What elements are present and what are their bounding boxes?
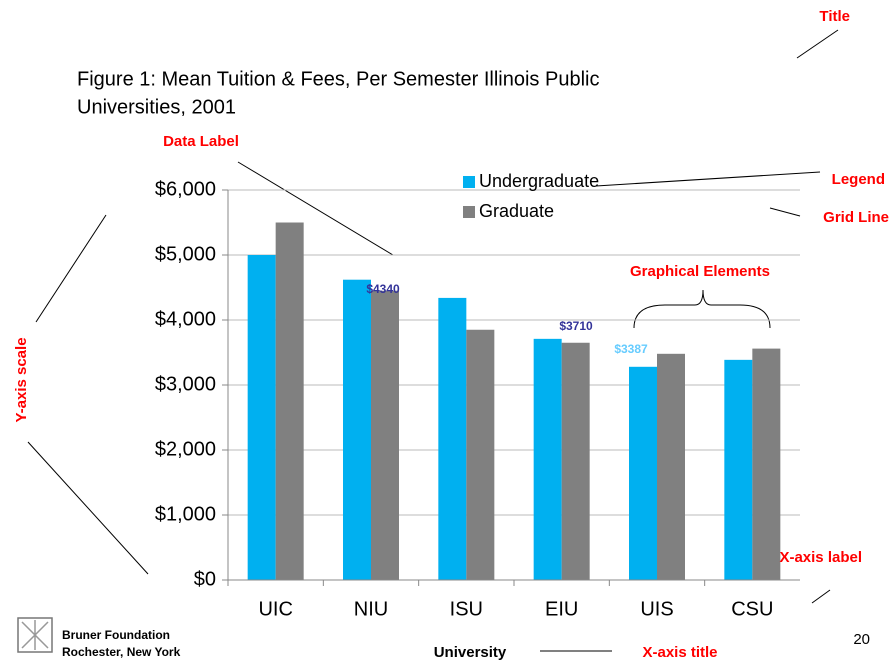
bar bbox=[247, 255, 276, 580]
logo bbox=[17, 617, 53, 653]
chart-title-line: Universities, 2001 bbox=[77, 96, 236, 118]
y-tick-label: $3,000 bbox=[155, 373, 216, 395]
y-tick-label: $1,000 bbox=[155, 503, 216, 525]
legend-swatch bbox=[463, 206, 475, 218]
data-label: $3387 bbox=[614, 342, 648, 356]
callout: X-axis title bbox=[642, 644, 717, 661]
legend-label: Graduate bbox=[479, 201, 554, 221]
callout: Graphical Elements bbox=[630, 263, 770, 280]
data-label: $3710 bbox=[559, 319, 593, 333]
bar bbox=[752, 348, 781, 580]
chart-title-line: Figure 1: Mean Tuition & Fees, Per Semes… bbox=[77, 68, 599, 90]
footer-org: Rochester, New York bbox=[62, 645, 181, 659]
legend-swatch bbox=[463, 176, 475, 188]
x-tick-label: ISU bbox=[450, 598, 483, 620]
callout-arrows bbox=[27, 29, 839, 652]
y-tick-label: $6,000 bbox=[155, 178, 216, 200]
bar bbox=[533, 338, 562, 580]
bar bbox=[657, 353, 685, 580]
callout: Legend bbox=[832, 171, 885, 188]
x-tick-label: UIS bbox=[640, 598, 673, 620]
legend-label: Undergraduate bbox=[479, 171, 599, 191]
y-tick-label: $4,000 bbox=[155, 308, 216, 330]
y-tick-label: $2,000 bbox=[155, 438, 216, 460]
bar bbox=[561, 342, 590, 580]
bar bbox=[438, 297, 467, 580]
callout: Title bbox=[819, 8, 850, 25]
bar bbox=[629, 366, 657, 580]
data-label: $4340 bbox=[366, 282, 400, 296]
bar bbox=[466, 329, 495, 580]
y-tick-label: $5,000 bbox=[155, 243, 216, 265]
callout: Y-axis scale bbox=[13, 337, 30, 422]
callout: X-axis label bbox=[779, 549, 862, 566]
callout: Grid Line bbox=[823, 209, 889, 226]
bar bbox=[371, 290, 399, 580]
x-axis-title: University bbox=[434, 644, 507, 661]
y-tick-label: $0 bbox=[194, 568, 216, 590]
x-tick-label: EIU bbox=[545, 598, 578, 620]
footer-org: Bruner Foundation bbox=[62, 628, 170, 642]
bar bbox=[275, 222, 304, 580]
bar bbox=[724, 359, 753, 580]
x-tick-label: UIC bbox=[258, 598, 292, 620]
page-number: 20 bbox=[853, 631, 870, 648]
x-tick-label: NIU bbox=[354, 598, 388, 620]
x-tick-label: CSU bbox=[731, 598, 773, 620]
callout: Data Label bbox=[163, 133, 239, 150]
bar bbox=[343, 279, 371, 580]
